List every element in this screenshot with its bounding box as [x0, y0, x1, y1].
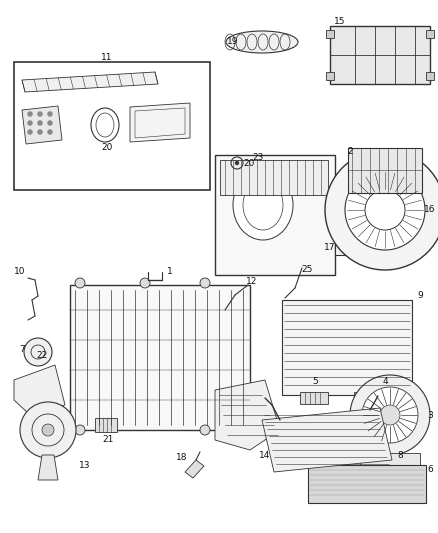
Text: 17: 17 [324, 244, 336, 253]
Circle shape [38, 111, 42, 117]
Text: 7: 7 [19, 345, 25, 354]
Bar [348, 148, 422, 193]
Text: 6: 6 [427, 465, 433, 474]
Text: 20: 20 [101, 143, 113, 152]
Circle shape [38, 120, 42, 125]
Text: 22: 22 [36, 351, 48, 359]
Circle shape [28, 120, 32, 125]
Bar [354, 392, 389, 404]
Bar [360, 453, 420, 465]
Bar [300, 392, 328, 404]
Text: 2: 2 [347, 148, 353, 157]
Circle shape [325, 150, 438, 270]
Circle shape [47, 120, 53, 125]
Text: 25: 25 [301, 265, 313, 274]
Text: 10: 10 [14, 268, 26, 277]
Circle shape [28, 111, 32, 117]
Polygon shape [262, 408, 392, 472]
Bar [282, 300, 412, 395]
Polygon shape [38, 455, 58, 480]
Circle shape [38, 130, 42, 134]
Circle shape [200, 278, 210, 288]
Text: 9: 9 [417, 290, 423, 300]
Text: 23: 23 [252, 154, 264, 163]
Circle shape [47, 130, 53, 134]
Text: 4: 4 [382, 377, 388, 386]
Text: 12: 12 [246, 278, 258, 287]
Text: 11: 11 [101, 53, 113, 62]
Polygon shape [130, 103, 190, 142]
Bar [220, 160, 328, 195]
Text: 16: 16 [424, 206, 436, 214]
Bar [95, 418, 117, 432]
Circle shape [235, 161, 239, 165]
Text: 13: 13 [79, 461, 91, 470]
Bar [326, 30, 334, 38]
Polygon shape [22, 72, 158, 92]
Bar [308, 465, 426, 503]
Circle shape [42, 424, 54, 436]
Circle shape [24, 338, 52, 366]
Bar [426, 30, 434, 38]
Text: 3: 3 [427, 410, 433, 419]
Text: 21: 21 [102, 435, 114, 445]
Bar [326, 72, 334, 80]
Bar [426, 72, 434, 80]
Circle shape [75, 278, 85, 288]
Bar [14, 62, 210, 190]
Bar [330, 26, 430, 84]
Circle shape [140, 278, 150, 288]
Circle shape [380, 405, 400, 425]
Text: 14: 14 [259, 450, 271, 459]
Text: 15: 15 [334, 18, 346, 27]
Polygon shape [14, 365, 65, 415]
Circle shape [75, 425, 85, 435]
Circle shape [350, 375, 430, 455]
Bar [70, 285, 250, 430]
Circle shape [28, 130, 32, 134]
Polygon shape [215, 380, 280, 450]
Text: 5: 5 [312, 377, 318, 386]
Polygon shape [185, 460, 204, 478]
Circle shape [345, 170, 425, 250]
Text: 18: 18 [176, 453, 188, 462]
Circle shape [200, 425, 210, 435]
Ellipse shape [233, 170, 293, 240]
Circle shape [47, 111, 53, 117]
Ellipse shape [226, 31, 298, 53]
Circle shape [362, 387, 418, 443]
Text: 1: 1 [167, 268, 173, 277]
Polygon shape [22, 106, 62, 144]
Bar [215, 155, 335, 275]
Bar [335, 175, 365, 255]
Text: 19: 19 [227, 37, 239, 46]
Text: 20: 20 [244, 158, 254, 167]
Circle shape [20, 402, 76, 458]
Text: 8: 8 [397, 450, 403, 459]
